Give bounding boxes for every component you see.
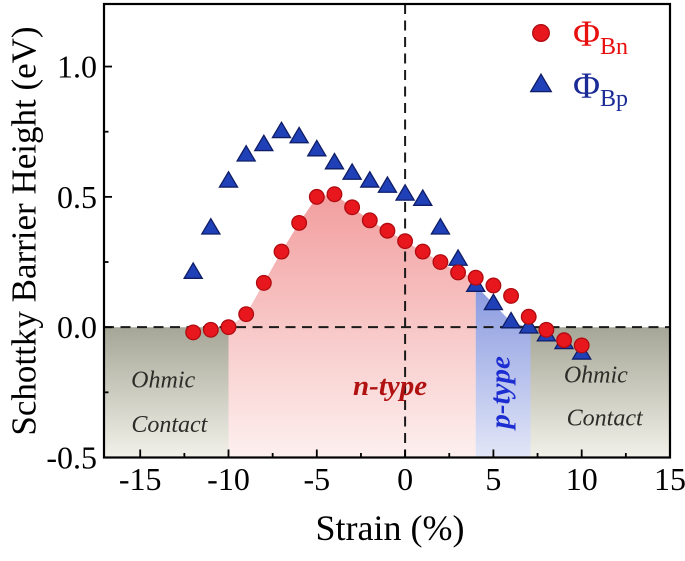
point-phi_bn (361, 212, 378, 229)
point-phi_bp (359, 170, 380, 188)
x-tick-label: -15 (119, 461, 162, 497)
point-phi_bp (430, 217, 451, 235)
x-tick-label: -10 (207, 461, 250, 497)
point-phi_bn (556, 332, 572, 349)
point-phi_bn (326, 186, 343, 203)
point-phi_bn (538, 321, 555, 338)
point-phi_bp (235, 144, 257, 162)
point-phi_bn (344, 199, 361, 216)
region-n-type (228, 194, 476, 458)
point-phi_bn (397, 233, 414, 250)
point-phi_bn (414, 243, 431, 260)
point-phi_bn (485, 277, 502, 294)
point-phi_bp (518, 316, 539, 334)
point-phi_bp (324, 152, 345, 170)
p-type-label: p-type (484, 356, 516, 432)
point-phi_bn (255, 274, 272, 291)
point-phi_bn (238, 306, 255, 323)
region-ohmic-right (530, 327, 670, 458)
point-phi_bn (202, 321, 219, 338)
region-ohmic-left (104, 327, 229, 458)
point-phi_bn (432, 254, 449, 270)
x-axis-title: Strain (%) (316, 508, 465, 548)
y-tick-label: -0.5 (46, 440, 97, 476)
point-phi_bn (308, 188, 325, 205)
point-phi_bp (253, 133, 275, 152)
y-tick-label: 0.0 (57, 309, 97, 345)
y-tick-label: 1.0 (57, 49, 97, 85)
point-phi_bp (218, 170, 239, 188)
plot-frame (102, 2, 672, 459)
point-phi_bp (341, 162, 363, 180)
x-tick-label: 5 (485, 461, 501, 497)
point-phi_bp (200, 217, 222, 235)
x-tick-label: 10 (566, 461, 598, 497)
ohmic-left-line1: Ohmic (131, 368, 195, 394)
x-tick-label: 15 (654, 461, 685, 497)
ohmic-left-line2: Contact (131, 412, 208, 438)
point-phi_bn (379, 222, 396, 239)
point-phi_bp (483, 292, 504, 311)
point-phi_bn (220, 319, 237, 336)
point-phi_bp (500, 311, 522, 329)
point-phi_bn (291, 214, 308, 231)
y-axis-title: Schottky Barrier Height (eV) (5, 26, 44, 435)
point-phi_bn (185, 324, 202, 341)
legend-marker-phi_bp (529, 72, 553, 93)
point-phi_bn (467, 269, 484, 286)
y-tick-label: 0.5 (57, 179, 97, 215)
point-phi_bp (412, 188, 433, 206)
point-phi_bp (288, 126, 310, 144)
ohmic-right-line2: Contact (567, 405, 644, 431)
point-phi_bn (520, 308, 537, 325)
legend-marker-phi_bn (532, 24, 550, 42)
point-phi_bp (377, 175, 398, 193)
point-phi_bp (271, 120, 292, 139)
x-tick-label: -5 (303, 461, 330, 497)
n-type-label: n-type (353, 370, 427, 402)
region-p-type (475, 285, 531, 458)
point-phi_bn (503, 287, 520, 304)
point-phi_bp (394, 183, 416, 201)
x-tick-label: 0 (397, 461, 413, 497)
point-phi_bn (573, 337, 590, 354)
ohmic-right-line1: Ohmic (564, 362, 628, 388)
point-phi_bp (182, 261, 204, 279)
point-phi_bn (450, 264, 467, 281)
point-phi_bp (306, 139, 327, 157)
point-phi_bn (273, 243, 290, 260)
